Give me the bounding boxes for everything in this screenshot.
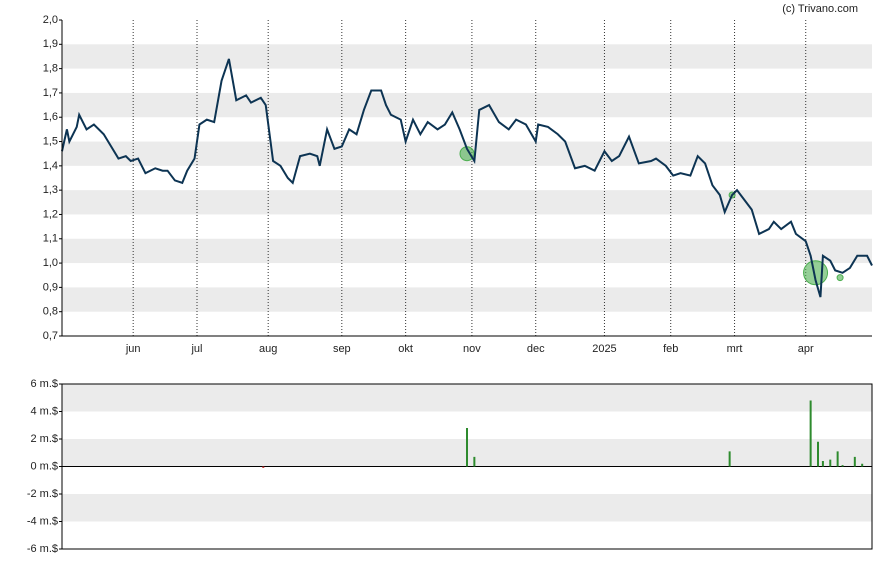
y-tick-label: 1,9 [43, 38, 58, 50]
bar [466, 428, 468, 467]
bar [829, 459, 832, 467]
bar [836, 451, 839, 467]
x-tick-label: 2025 [592, 343, 616, 355]
y-tick-label: 1,2 [43, 208, 58, 220]
x-tick-label: sep [333, 343, 351, 355]
y-tick-label: 1,3 [43, 184, 58, 196]
x-tick-label: feb [663, 343, 678, 355]
x-tick-label: dec [527, 343, 545, 355]
y-tick-label: 1,6 [43, 111, 58, 123]
bar [809, 400, 812, 467]
y-tick-label: 2,0 [43, 14, 58, 26]
bar [853, 456, 856, 467]
y-tick-label: 0 m.$ [30, 460, 58, 472]
grid-band [62, 238, 872, 264]
y-tick-label: 1,0 [43, 257, 58, 269]
grid-band [62, 494, 872, 522]
y-tick-label: -2 m.$ [27, 488, 58, 500]
bar [841, 465, 844, 467]
y-tick-label: -6 m.$ [27, 543, 58, 555]
bar [861, 463, 864, 467]
y-tick-label: 1,1 [43, 233, 58, 245]
x-tick-label: jun [125, 343, 141, 355]
price-line [61, 58, 873, 298]
bar [262, 466, 265, 468]
bar [821, 461, 824, 467]
y-tick-label: 0,9 [43, 281, 58, 293]
x-tick-label: mrt [727, 343, 743, 355]
bar [817, 441, 819, 467]
grid-band [62, 287, 872, 312]
grid-band [62, 92, 872, 118]
source: (c) Trivano.com [782, 3, 858, 15]
bar [728, 451, 731, 467]
bar [473, 456, 476, 467]
y-tick-label: 6 m.$ [30, 378, 58, 390]
grid-band [62, 190, 872, 215]
grid-band [62, 384, 872, 412]
y-tick-label: 0,8 [43, 306, 58, 318]
x-tick-label: aug [259, 343, 277, 355]
y-tick-label: -4 m.$ [27, 515, 58, 527]
y-tick-label: 1,5 [43, 135, 58, 147]
y-tick-label: 1,7 [43, 87, 58, 99]
y-tick-label: 2 m.$ [30, 433, 58, 445]
y-tick-label: 1,4 [43, 160, 58, 172]
x-tick-label: nov [463, 343, 481, 355]
y-tick-label: 0,7 [43, 330, 58, 342]
x-tick-label: okt [398, 343, 413, 355]
event-marker [836, 274, 844, 282]
x-tick-label: jul [190, 343, 202, 355]
x-tick-label: apr [798, 343, 814, 355]
grid-band [62, 44, 872, 69]
y-tick-label: 4 m.$ [30, 405, 58, 417]
y-tick-label: 1,8 [43, 63, 58, 75]
